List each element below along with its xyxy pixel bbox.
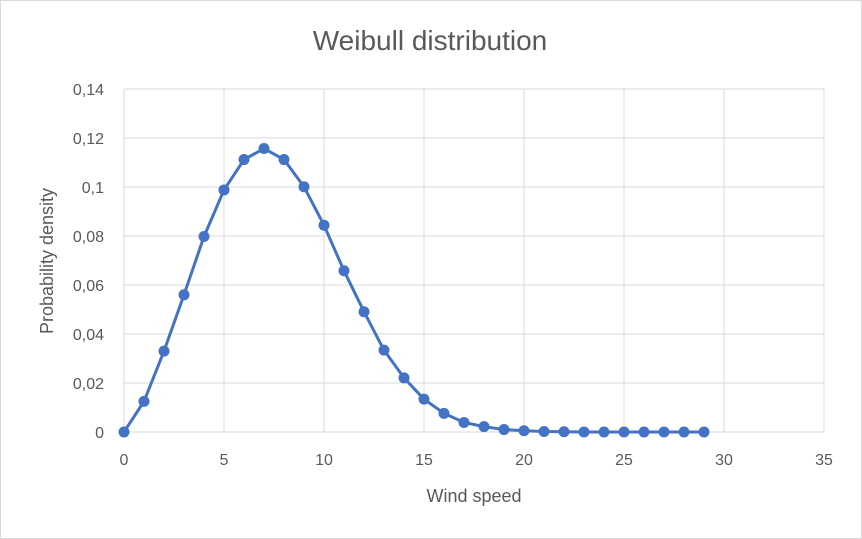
series-layer xyxy=(118,143,710,438)
data-point xyxy=(158,345,170,357)
x-tick-label: 5 xyxy=(220,452,229,469)
data-point xyxy=(658,426,670,438)
data-point xyxy=(518,425,530,437)
y-tick-label: 0,08 xyxy=(73,229,104,246)
data-point xyxy=(558,426,570,438)
y-tick-label: 0,12 xyxy=(73,131,104,148)
data-point xyxy=(538,426,550,438)
y-tick-label: 0,14 xyxy=(73,82,104,99)
y-tick-label: 0,02 xyxy=(73,376,104,393)
data-point xyxy=(278,154,290,166)
x-tick-label: 0 xyxy=(120,452,129,469)
y-tick-label: 0,06 xyxy=(73,278,104,295)
data-point xyxy=(418,393,430,405)
data-point xyxy=(638,426,650,438)
series-line xyxy=(122,147,704,434)
data-point xyxy=(678,426,690,438)
data-point xyxy=(338,265,350,277)
data-point xyxy=(118,426,130,438)
data-point xyxy=(478,421,490,433)
y-tick-label: 0 xyxy=(95,425,104,442)
data-point xyxy=(198,230,210,242)
y-tick-label: 0,1 xyxy=(82,180,104,197)
data-point xyxy=(178,289,190,301)
chart-title: Weibull distribution xyxy=(313,25,548,56)
data-point xyxy=(438,407,450,419)
x-axis-label: Wind speed xyxy=(426,486,521,506)
data-point xyxy=(598,426,610,438)
x-axis-ticks: 0 5 10 15 20 25 30 35 xyxy=(120,452,833,469)
x-tick-label: 10 xyxy=(315,452,333,469)
vertical-gridlines xyxy=(123,89,825,432)
data-point xyxy=(618,426,630,438)
x-tick-label: 35 xyxy=(815,452,833,469)
data-point xyxy=(298,181,310,193)
data-point xyxy=(458,416,470,428)
x-tick-label: 25 xyxy=(615,452,633,469)
data-point xyxy=(578,426,590,438)
data-point xyxy=(318,219,330,231)
y-axis-ticks: 0 0,02 0,04 0,06 0,08 0,1 0,12 0,14 xyxy=(73,82,104,442)
data-point xyxy=(258,143,270,155)
data-point xyxy=(358,306,370,318)
data-point xyxy=(378,344,390,356)
y-tick-label: 0,04 xyxy=(73,327,104,344)
data-point xyxy=(218,184,230,196)
x-tick-label: 30 xyxy=(715,452,733,469)
data-point xyxy=(398,372,410,384)
horizontal-gridlines xyxy=(124,88,824,433)
data-point xyxy=(498,424,510,436)
x-tick-label: 15 xyxy=(415,452,433,469)
data-point xyxy=(698,426,710,438)
data-point xyxy=(138,395,150,407)
data-point xyxy=(238,154,250,166)
y-axis-label: Probability density xyxy=(37,188,57,334)
x-tick-label: 20 xyxy=(515,452,533,469)
